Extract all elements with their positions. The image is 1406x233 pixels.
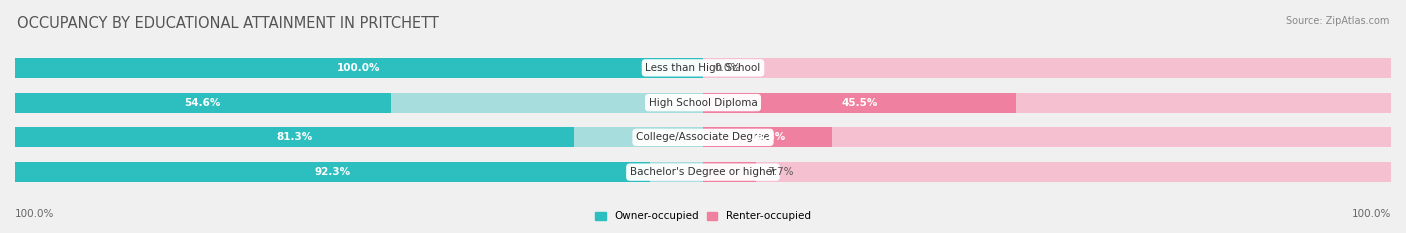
Bar — [15, 162, 703, 182]
Text: OCCUPANCY BY EDUCATIONAL ATTAINMENT IN PRITCHETT: OCCUPANCY BY EDUCATIONAL ATTAINMENT IN P… — [17, 16, 439, 31]
Legend: Owner-occupied, Renter-occupied: Owner-occupied, Renter-occupied — [591, 207, 815, 226]
Text: College/Associate Degree: College/Associate Degree — [636, 132, 770, 142]
Bar — [15, 58, 703, 78]
Bar — [703, 93, 1017, 113]
Bar — [703, 127, 1391, 147]
Text: Bachelor's Degree or higher: Bachelor's Degree or higher — [630, 167, 776, 177]
Text: 54.6%: 54.6% — [184, 98, 221, 108]
Text: 45.5%: 45.5% — [841, 98, 877, 108]
Bar — [703, 93, 1391, 113]
Text: High School Diploma: High School Diploma — [648, 98, 758, 108]
Bar — [703, 58, 1391, 78]
Text: 92.3%: 92.3% — [315, 167, 350, 177]
Text: 7.7%: 7.7% — [768, 167, 793, 177]
Text: Source: ZipAtlas.com: Source: ZipAtlas.com — [1285, 16, 1389, 26]
Bar — [15, 162, 650, 182]
Bar — [703, 162, 1391, 182]
Text: Less than High School: Less than High School — [645, 63, 761, 73]
Text: 0.0%: 0.0% — [714, 63, 740, 73]
Text: 100.0%: 100.0% — [337, 63, 381, 73]
Bar — [15, 93, 703, 113]
Text: 18.8%: 18.8% — [749, 132, 786, 142]
Bar — [703, 162, 756, 182]
Bar — [15, 58, 703, 78]
Text: 81.3%: 81.3% — [277, 132, 312, 142]
Bar — [15, 127, 703, 147]
Text: 100.0%: 100.0% — [15, 209, 55, 219]
Bar — [15, 127, 574, 147]
Bar — [15, 93, 391, 113]
Text: 100.0%: 100.0% — [1351, 209, 1391, 219]
Bar — [703, 127, 832, 147]
